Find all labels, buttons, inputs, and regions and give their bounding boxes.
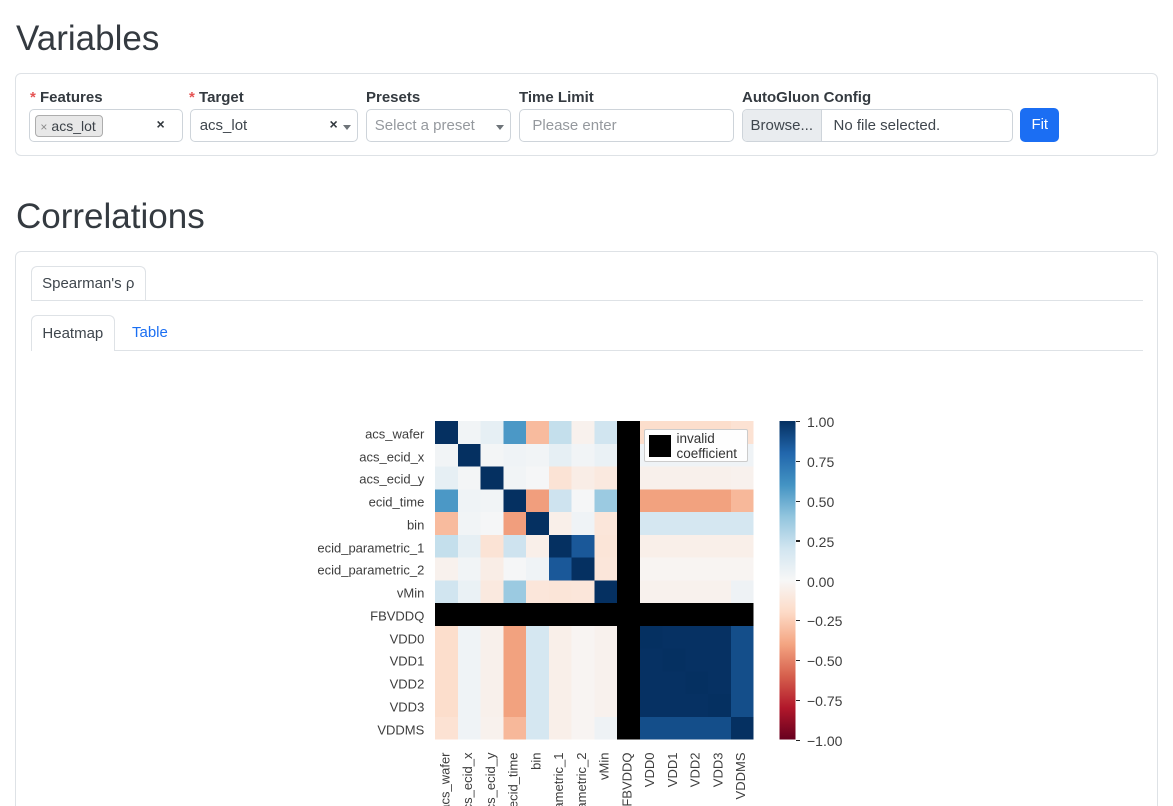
svg-text:FBVDDQ: FBVDDQ	[619, 753, 634, 806]
svg-text:VDDMS: VDDMS	[733, 752, 748, 799]
svg-text:VDD1: VDD1	[665, 753, 680, 788]
svg-text:ecid_time: ecid_time	[506, 753, 521, 806]
svg-text:bin: bin	[528, 753, 543, 770]
svg-text:acs_ecid_x: acs_ecid_x	[460, 752, 475, 806]
svg-text:ecid_parametric_1: ecid_parametric_1	[551, 753, 566, 806]
svg-text:vMin: vMin	[597, 753, 612, 780]
svg-text:VDD2: VDD2	[688, 753, 703, 788]
svg-text:VDD0: VDD0	[642, 753, 657, 788]
svg-text:acs_ecid_y: acs_ecid_y	[483, 752, 498, 806]
svg-text:ecid_parametric_2: ecid_parametric_2	[574, 753, 589, 806]
svg-text:VDD3: VDD3	[710, 753, 725, 788]
svg-text:acs_wafer: acs_wafer	[437, 752, 452, 806]
